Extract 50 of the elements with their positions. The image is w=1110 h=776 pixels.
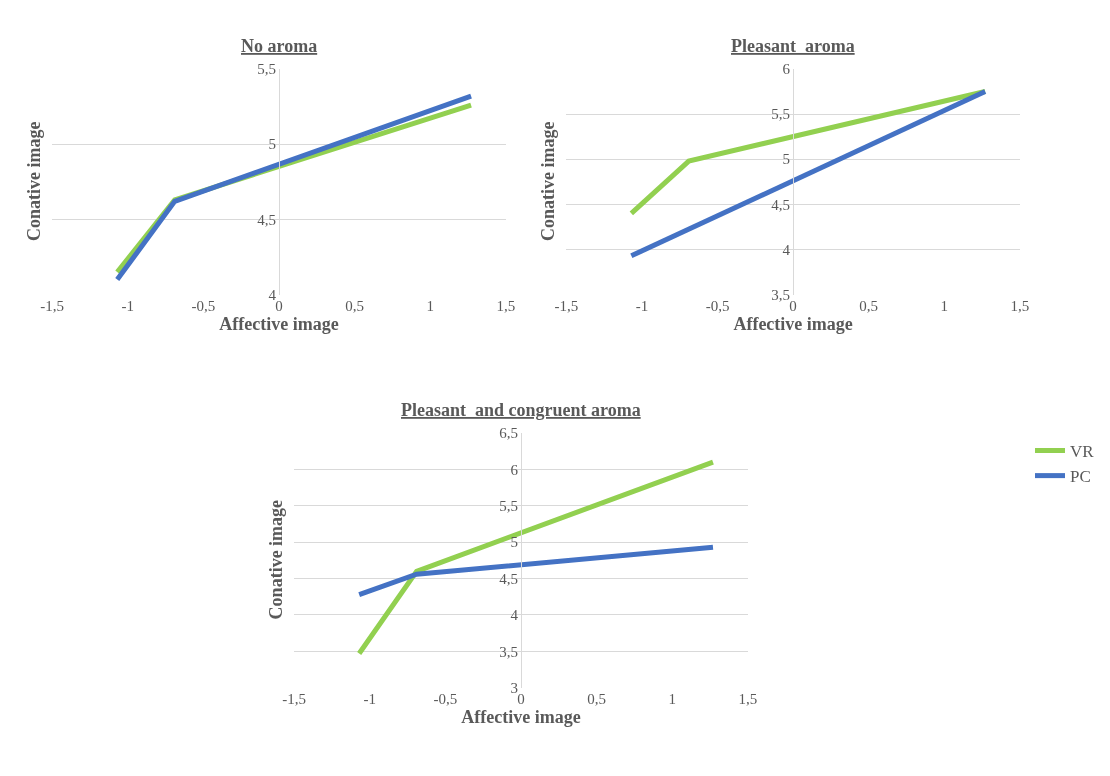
y-tick-label: 4,5 [771, 196, 791, 213]
x-tick-label: 0 [789, 297, 797, 314]
chart-title: Pleasant aroma [731, 36, 855, 56]
y-tick-label: 6 [782, 61, 791, 78]
y-axis-title: Conative image [265, 499, 286, 620]
x-tick-label: -1 [363, 690, 377, 707]
x-tick-label: 1 [426, 297, 434, 314]
y-tick-label: 5,5 [771, 106, 791, 123]
x-tick-label: 1 [940, 297, 949, 314]
y-tick-label: 3,5 [499, 643, 518, 660]
legend-label: VR [1070, 442, 1095, 462]
x-tick-label: -1 [121, 297, 135, 314]
y-tick-label: 3 [510, 680, 518, 697]
x-axis-title: Affective image [461, 706, 581, 727]
y-tick-label: 3,5 [771, 286, 791, 303]
x-tick-label: 0,5 [587, 690, 606, 707]
x-tick-label: -1,5 [40, 297, 65, 314]
x-tick-label: -0,5 [191, 297, 216, 314]
x-tick-label: 1,5 [1010, 297, 1030, 314]
y-tick-label: 5 [782, 151, 791, 168]
y-tick-label: 5,5 [499, 498, 518, 515]
x-tick-label: 0 [275, 297, 283, 314]
y-axis-title: Conative image [24, 121, 45, 241]
x-tick-label: 0,5 [345, 297, 365, 314]
y-tick-label: 4 [782, 241, 791, 258]
x-tick-label: -0,5 [433, 690, 458, 707]
y-tick-label: 5 [510, 534, 518, 551]
x-tick-label: 1,5 [496, 297, 516, 314]
x-tick-label: -1 [635, 297, 649, 314]
y-tick-label: 5 [268, 136, 277, 153]
y-axis-title: Conative image [538, 121, 559, 241]
x-tick-label: 0 [517, 690, 525, 707]
y-tick-label: 6 [510, 461, 519, 478]
x-tick-label: 1 [668, 690, 676, 707]
x-tick-label: -1,5 [282, 690, 307, 707]
x-tick-label: -0,5 [705, 297, 730, 314]
x-axis-title: Affective image [733, 313, 853, 334]
y-tick-label: 6,5 [499, 425, 518, 442]
y-tick-label: 4,5 [499, 570, 518, 587]
chart-title: No aroma [241, 36, 318, 56]
chart-title: Pleasant and congruent aroma [401, 400, 641, 420]
x-tick-label: 1,5 [738, 690, 758, 707]
x-tick-label: 0,5 [859, 297, 879, 314]
y-tick-label: 5,5 [257, 61, 277, 78]
y-tick-label: 4,5 [257, 211, 277, 228]
legend-label: PC [1070, 467, 1091, 487]
y-tick-label: 4 [268, 286, 277, 303]
y-tick-label: 4 [510, 607, 519, 624]
x-axis-title: Affective image [219, 313, 339, 334]
x-tick-label: -1,5 [554, 297, 579, 314]
